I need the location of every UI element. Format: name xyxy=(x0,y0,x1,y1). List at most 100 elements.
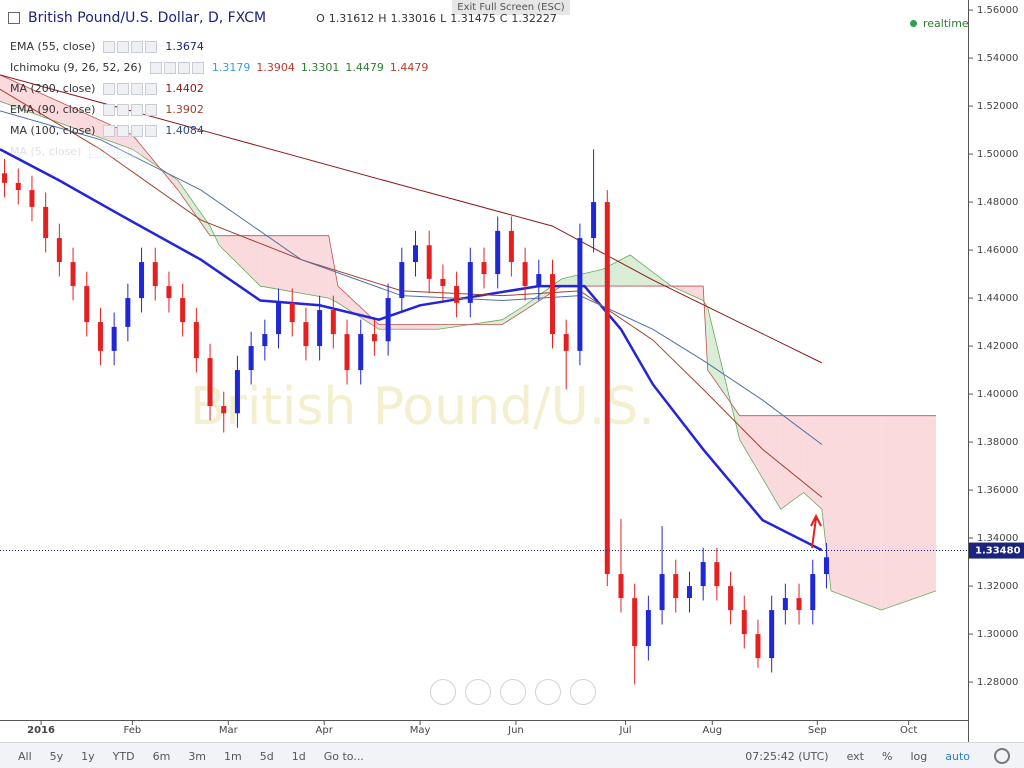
legend-value: 1.3179 xyxy=(211,61,251,74)
range-button[interactable]: 1m xyxy=(224,749,242,763)
candle-body xyxy=(714,562,720,587)
indicator-line xyxy=(0,74,823,364)
range-button[interactable]: 3m xyxy=(188,749,207,763)
scroll-right[interactable] xyxy=(570,679,596,705)
x-tick-label: Mar xyxy=(219,725,239,736)
candle-body xyxy=(2,173,8,183)
x-tick-label: Sep xyxy=(808,725,827,736)
legend-icon[interactable] xyxy=(131,82,144,95)
candle-body xyxy=(659,574,665,611)
candle-body xyxy=(56,238,62,263)
axes-group: 1.56000 1.54000 1.52000 1.50000 1.48000 1.460… xyxy=(0,0,1018,742)
legend-icon[interactable] xyxy=(131,103,144,116)
range-button[interactable]: 5d xyxy=(259,749,274,763)
candle-body xyxy=(125,298,131,327)
legend-row: MA (200, close) 1.4402 xyxy=(6,78,428,99)
legend-icon[interactable] xyxy=(117,124,130,137)
bottom-toolbar: All 5y 1y YTD 6m 3m 1m 5d 1d Go to... 07:25:42 (UT… xyxy=(0,742,1024,768)
lines-group xyxy=(0,74,823,552)
cloud-edge xyxy=(0,100,937,611)
nav-buttons xyxy=(430,679,605,705)
candle-body xyxy=(495,230,501,275)
candle-body xyxy=(577,238,583,351)
legend-icon[interactable] xyxy=(191,61,204,74)
candle-body xyxy=(536,274,542,287)
option-button[interactable]: ext xyxy=(846,749,864,763)
candle-body xyxy=(276,302,282,335)
settings[interactable] xyxy=(994,748,1010,764)
legend-name: MA (5, close) xyxy=(10,145,82,158)
ohlc-value: 1.32227 xyxy=(511,11,557,25)
legend-icon[interactable] xyxy=(131,124,144,137)
range-button[interactable]: 5y xyxy=(49,749,64,763)
legend-icon[interactable] xyxy=(103,124,116,137)
legend-icon[interactable] xyxy=(145,124,158,137)
legend-icon[interactable] xyxy=(89,145,102,158)
option-button[interactable]: auto xyxy=(945,749,970,763)
candle-body xyxy=(454,286,460,303)
legend-icon[interactable] xyxy=(117,82,130,95)
ohlc-value: 1.33016 xyxy=(390,11,437,25)
legend-icon[interactable] xyxy=(177,61,190,74)
option-button[interactable]: log xyxy=(910,749,928,763)
candle-body xyxy=(632,598,638,647)
legend-name: EMA (90, close) xyxy=(10,103,96,116)
legend-icon[interactable] xyxy=(103,82,116,95)
exit-fullscreen[interactable]: Exit Full Screen (ESC) xyxy=(452,0,570,15)
realtime-status: realtime xyxy=(910,17,969,30)
y-tick-label: 1.36000 xyxy=(977,485,1018,496)
zoom-out[interactable] xyxy=(465,679,491,705)
y-tick-label: 1.56000 xyxy=(977,5,1018,16)
legend-value: 1.3902 xyxy=(165,103,204,116)
legend-icon[interactable] xyxy=(117,103,130,116)
candle-body xyxy=(769,610,775,659)
candle-body xyxy=(413,245,419,263)
zoom-in[interactable] xyxy=(535,679,561,705)
legend-icon[interactable] xyxy=(145,82,158,95)
range-button[interactable]: 6m xyxy=(152,749,171,763)
cloud-segment xyxy=(337,286,379,330)
legend-value: 1.4479 xyxy=(389,61,429,74)
legend-icon[interactable] xyxy=(117,40,130,53)
x-tick-label: 2016 xyxy=(27,725,55,736)
legend-row: Ichimoku (9, 26, 52, 26) 1.3179 1.3904 1.33… xyxy=(6,57,428,78)
range-button[interactable]: YTD xyxy=(112,749,135,763)
candle-body xyxy=(317,310,323,347)
legend-value: 1.3674 xyxy=(165,40,204,53)
legend-icon[interactable] xyxy=(145,40,158,53)
reset[interactable] xyxy=(500,679,526,705)
legend-icon[interactable] xyxy=(103,145,116,158)
legend-icon[interactable] xyxy=(103,103,116,116)
legend-icon[interactable] xyxy=(163,61,176,74)
collapse-box[interactable] xyxy=(8,12,20,24)
legend-icon[interactable] xyxy=(131,40,144,53)
range-button[interactable]: 1d xyxy=(291,749,306,763)
cloud-segment xyxy=(780,415,804,510)
watermark: British Pound/U.S. xyxy=(190,377,655,437)
goto-button[interactable]: Go to... xyxy=(323,749,364,763)
range-button[interactable]: All xyxy=(18,749,32,763)
legend-icon[interactable] xyxy=(149,61,162,74)
candle-body xyxy=(399,262,405,299)
legend-icon[interactable] xyxy=(103,40,116,53)
candle-body xyxy=(686,586,692,599)
y-tick-label: 1.50000 xyxy=(977,149,1018,160)
candle-body xyxy=(508,230,514,263)
ohlc-label: L xyxy=(440,11,447,25)
scroll-left[interactable] xyxy=(430,679,456,705)
indicator-line xyxy=(0,88,823,498)
candle-body xyxy=(180,298,186,323)
watermark-group: British Pound/U.S. xyxy=(190,377,655,437)
legend-icon[interactable] xyxy=(131,145,144,158)
cloud-segment xyxy=(831,415,882,611)
x-tick-label: Oct xyxy=(900,725,917,736)
legend-icon[interactable] xyxy=(117,145,130,158)
range-button[interactable]: 1y xyxy=(81,749,95,763)
candle-body xyxy=(755,634,761,659)
option-button[interactable]: % xyxy=(882,749,893,763)
cloud-segment xyxy=(502,305,526,325)
legend-icon[interactable] xyxy=(145,103,158,116)
x-tick-label: Apr xyxy=(316,725,334,736)
candle-body xyxy=(152,262,158,287)
